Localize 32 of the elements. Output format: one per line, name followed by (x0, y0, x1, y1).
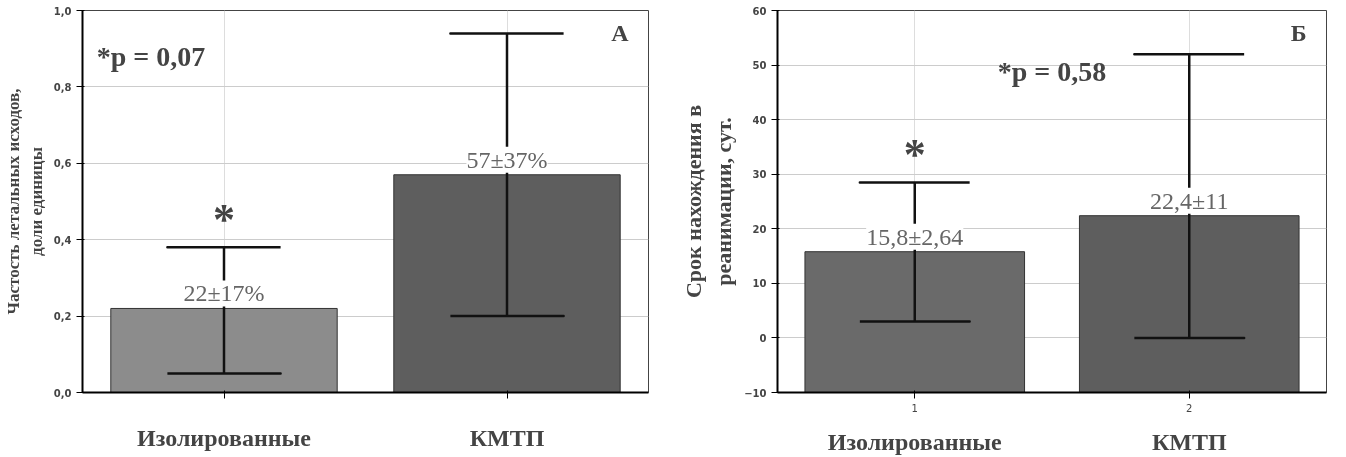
y-tick-label: 10 (752, 278, 767, 290)
y-tick-label: 0,2 (53, 311, 72, 323)
y-tick-label: 60 (752, 5, 767, 17)
y-tick-label: −10 (744, 387, 767, 399)
y-tick-label: 50 (752, 60, 767, 72)
y-tick-label: 20 (752, 223, 767, 235)
annotation: 57±37% (466, 146, 548, 173)
annotation: А (611, 20, 630, 47)
y-tick-label: 40 (752, 114, 767, 126)
y-tick-label: 1,0 (53, 5, 72, 17)
annotation: *p = 0,58 (997, 56, 1107, 88)
y-tick-label: 0 (759, 332, 767, 344)
y-tick-label: 0,0 (53, 387, 72, 399)
annotation: * (903, 129, 926, 179)
text: 2 (1186, 402, 1193, 414)
annotation: 22±17% (183, 280, 265, 307)
x-tick-label: Изолированные (827, 428, 1003, 455)
x-tick-label: КМТП (469, 424, 545, 451)
y-tick-label: 0,6 (53, 158, 72, 170)
annotation: * (213, 194, 235, 244)
annotation: Б (1290, 20, 1307, 47)
x-tick-label: КМТП (1151, 428, 1227, 455)
y-tick-label: 0,8 (53, 81, 72, 93)
y-axis-title: Срок нахождения в реанимации, сут. (681, 104, 737, 299)
text: 1 (911, 402, 918, 414)
annotation: 15,8±2,64 (866, 223, 964, 250)
y-tick-label: 30 (752, 169, 767, 181)
y-tick-label: 0,4 (53, 234, 72, 246)
annotation: *p = 0,07 (96, 40, 206, 72)
y-axis-title: Частость летальных исходов, доли единицы (3, 88, 46, 315)
x-tick-label: Изолированные (137, 424, 312, 451)
annotation: 22,4±11 (1150, 187, 1229, 214)
